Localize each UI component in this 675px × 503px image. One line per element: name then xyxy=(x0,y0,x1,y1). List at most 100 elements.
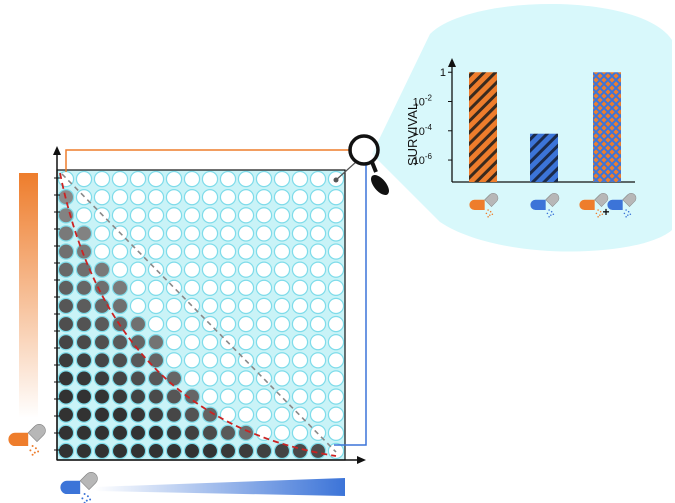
well xyxy=(165,315,183,333)
orange-pill-icon xyxy=(469,193,499,218)
well xyxy=(111,424,129,441)
well xyxy=(219,424,237,441)
well xyxy=(201,207,219,224)
well xyxy=(327,370,345,387)
well xyxy=(237,297,255,315)
well xyxy=(57,370,75,387)
inset-tick-label: 10-6 xyxy=(413,152,433,167)
well xyxy=(93,442,111,460)
x-axis-arrow xyxy=(357,456,366,464)
well xyxy=(273,279,291,296)
well xyxy=(327,406,345,423)
well xyxy=(183,352,201,369)
well xyxy=(165,370,183,387)
well xyxy=(255,315,273,333)
well xyxy=(201,261,219,278)
orange-pill-icon xyxy=(8,424,46,456)
well xyxy=(309,170,327,188)
well xyxy=(273,442,291,460)
well xyxy=(75,424,93,441)
well xyxy=(237,279,255,296)
well xyxy=(237,370,255,387)
well xyxy=(255,170,273,188)
well xyxy=(183,243,201,260)
well xyxy=(93,424,111,441)
well xyxy=(237,334,255,351)
well xyxy=(255,189,273,206)
well xyxy=(255,442,273,460)
well xyxy=(219,297,237,315)
well xyxy=(93,334,111,351)
well xyxy=(201,424,219,441)
well xyxy=(291,207,309,224)
well xyxy=(75,388,93,405)
well xyxy=(291,243,309,260)
well xyxy=(291,442,309,460)
well xyxy=(165,225,183,242)
well xyxy=(309,207,327,224)
well xyxy=(165,170,183,188)
well xyxy=(273,207,291,224)
well xyxy=(75,406,93,423)
well xyxy=(273,170,291,188)
well xyxy=(129,352,147,369)
isobole-curve xyxy=(59,172,337,457)
well xyxy=(219,170,237,188)
well xyxy=(147,352,165,369)
well xyxy=(291,315,309,333)
magnifier-icon xyxy=(333,134,389,195)
well xyxy=(57,315,75,333)
well xyxy=(291,297,309,315)
well xyxy=(291,388,309,405)
well xyxy=(201,170,219,188)
well xyxy=(111,189,129,206)
well xyxy=(165,243,183,260)
well xyxy=(57,243,75,260)
well xyxy=(183,315,201,333)
well xyxy=(309,279,327,296)
well xyxy=(165,442,183,460)
survival-inset-chart: SURVIVAL 1 10-2 10-4 10-6 + xyxy=(405,58,637,219)
well xyxy=(201,297,219,315)
well xyxy=(327,207,345,224)
well xyxy=(129,424,147,441)
well xyxy=(237,243,255,260)
additivity-line xyxy=(61,173,337,453)
well xyxy=(129,225,147,242)
well xyxy=(219,261,237,278)
well xyxy=(273,370,291,387)
well xyxy=(129,261,147,278)
well xyxy=(273,243,291,260)
well xyxy=(165,207,183,224)
well xyxy=(291,261,309,278)
blue-pill-icon xyxy=(530,193,560,218)
well xyxy=(255,352,273,369)
well xyxy=(237,207,255,224)
well xyxy=(111,442,129,460)
well xyxy=(219,207,237,224)
well xyxy=(93,243,111,260)
blue-pill-icon xyxy=(60,472,98,503)
well xyxy=(219,243,237,260)
well xyxy=(237,442,255,460)
well xyxy=(111,406,129,423)
well xyxy=(291,370,309,387)
well xyxy=(219,225,237,242)
well xyxy=(57,207,75,224)
well xyxy=(147,334,165,351)
well xyxy=(237,424,255,441)
well xyxy=(237,406,255,423)
inset-y-label: SURVIVAL xyxy=(405,103,420,166)
well xyxy=(183,406,201,423)
well xyxy=(237,170,255,188)
well xyxy=(273,352,291,369)
well xyxy=(165,388,183,405)
well xyxy=(273,297,291,315)
well xyxy=(57,424,75,441)
well xyxy=(93,406,111,423)
well xyxy=(129,170,147,188)
well xyxy=(219,388,237,405)
well xyxy=(327,334,345,351)
well xyxy=(75,170,93,188)
well xyxy=(147,170,165,188)
